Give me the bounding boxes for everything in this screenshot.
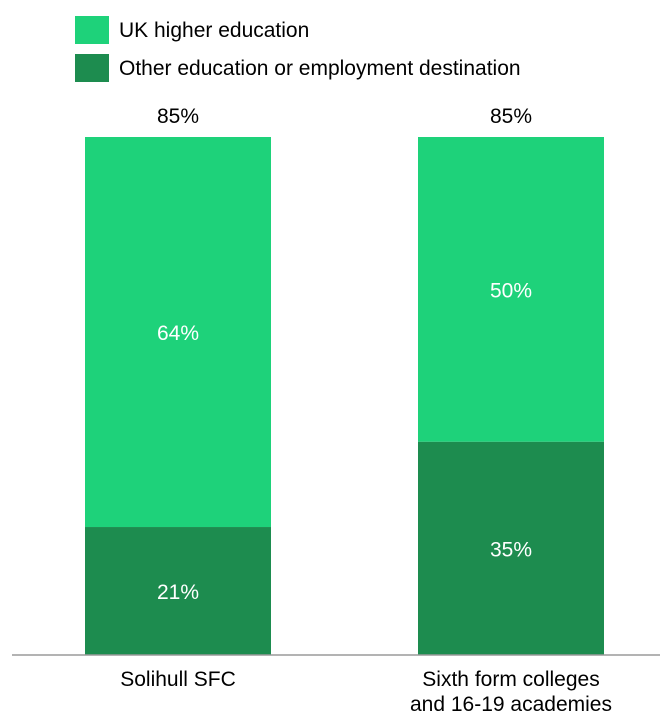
x-axis-tick-labels: Solihull SFC Sixth form colleges and 16-19… [120,668,612,716]
legend-swatch-uk-higher-education [75,16,109,44]
data-label-uk-he-1: 50% [490,279,532,302]
x-tick-label-line: Solihull SFC [120,668,236,691]
total-label-0: 85% [157,105,199,128]
legend-label-uk-higher-education: UK higher education [119,19,309,42]
x-tick-label-line: Sixth form colleges [422,668,599,691]
data-label-other-0: 21% [157,581,199,604]
bar-segment-uk-he-0 [85,137,271,528]
data-label-other-1: 35% [490,538,532,561]
bars [85,137,604,655]
data-label-uk-he-0: 64% [157,322,199,345]
x-tick-label-line: and 16-19 academies [410,693,612,716]
bar-segment-other-1 [418,441,604,655]
legend-label-other-destination: Other education or employment destinatio… [119,57,521,80]
legend: UK higher education Other education or em… [75,16,521,82]
x-tick-label-0: Solihull SFC [120,668,236,691]
total-label-1: 85% [490,105,532,128]
x-tick-label-1: Sixth form colleges and 16-19 academies [410,668,612,716]
bar-segment-other-0 [85,527,271,655]
bar-segment-uk-he-1 [418,137,604,442]
data-labels: 21% 64% 85% 35% 50% 85% [157,105,532,604]
legend-swatch-other-destination [75,54,109,82]
